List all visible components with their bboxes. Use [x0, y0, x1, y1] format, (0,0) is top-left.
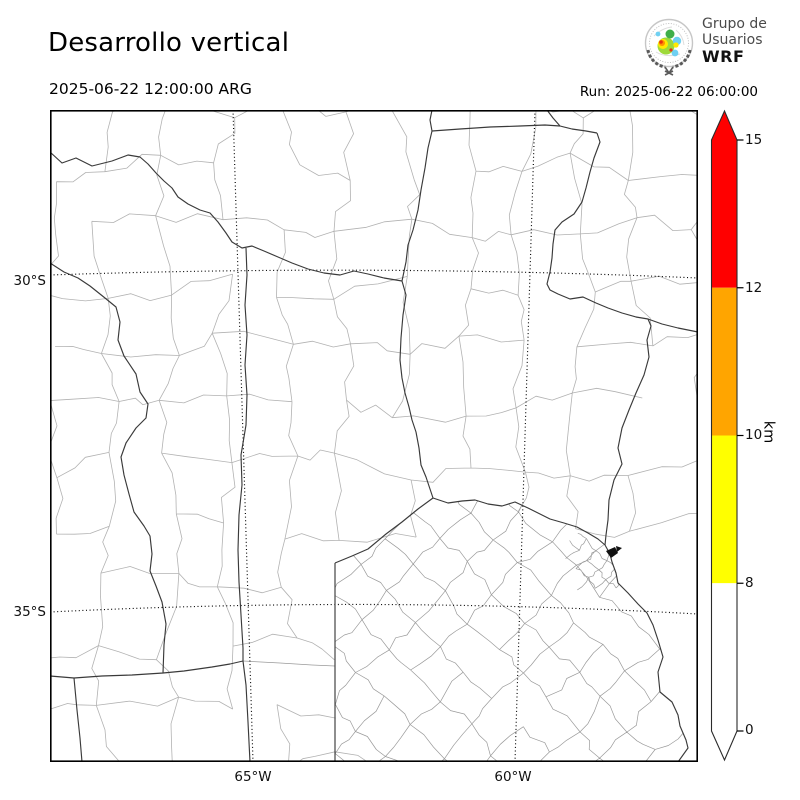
- colorbar-under-arrow: [711, 731, 737, 760]
- logo-line1: Grupo de: [702, 16, 767, 32]
- province-border: [50, 262, 167, 674]
- province-border: [546, 110, 598, 134]
- lon-label-65W: 65°W: [234, 769, 272, 785]
- lon-label-60W: 60°W: [494, 769, 532, 785]
- colorbar-over-arrow: [711, 111, 737, 140]
- map-panel: [50, 110, 698, 762]
- map: [50, 110, 698, 762]
- gridline-65W: [232, 110, 254, 762]
- province-border: [431, 124, 561, 132]
- valid-time: 2025-06-22 12:00:00 ARG: [49, 80, 252, 98]
- province-border: [432, 497, 606, 546]
- city-area-mark: [616, 546, 622, 552]
- buenos-aires-partidos: [335, 498, 688, 762]
- colorbar-band-8-10: [711, 435, 737, 584]
- logo-line2: Usuarios: [702, 31, 763, 48]
- radar-blobs: [655, 29, 682, 57]
- province-border: [73, 677, 83, 762]
- department-boundaries: [50, 110, 698, 762]
- province-border: [647, 318, 698, 333]
- colorbar-tick-12: 12: [745, 280, 763, 296]
- province-border: [399, 110, 434, 499]
- run-time: Run: 2025-06-22 06:00:00: [579, 84, 758, 100]
- gridline-30S: [50, 269, 698, 279]
- colorbar-band-10-12: [711, 287, 737, 436]
- logo-line3: WRF: [702, 47, 745, 67]
- map-frame: [50, 110, 698, 762]
- coastline: [604, 544, 689, 762]
- lat-label-35S: 35°S: [13, 604, 47, 620]
- colorbar-band-0-8: [711, 583, 737, 731]
- colorbar-tick-8: 8: [745, 575, 754, 591]
- gridline-35S: [50, 603, 698, 615]
- colorbar-tick-10: 10: [745, 427, 763, 443]
- page-title: Desarrollo vertical: [48, 28, 290, 58]
- colorbar: [710, 109, 744, 762]
- province-border: [334, 497, 434, 564]
- colorbar-band-12-15: [711, 140, 737, 288]
- province-border: [50, 660, 244, 679]
- wrf-logo-icon: [644, 18, 694, 76]
- colorbar-tick-0: 0: [745, 722, 754, 738]
- province-border: [50, 151, 403, 282]
- city-area-mark: [606, 547, 618, 558]
- colorbar-tick-15: 15: [745, 132, 763, 148]
- colorbar-ticks: [737, 139, 744, 732]
- lat-label-30S: 30°S: [13, 273, 47, 289]
- province-borders: [50, 110, 698, 762]
- gridline-60W: [514, 110, 536, 762]
- province-border: [237, 247, 251, 762]
- colorbar-unit: km: [760, 420, 777, 444]
- graticule: [50, 110, 698, 762]
- logo-text: Grupo de Usuarios WRF: [702, 16, 767, 67]
- cordoba-lapampa-border: [242, 660, 336, 667]
- parana-river-border: [546, 132, 652, 546]
